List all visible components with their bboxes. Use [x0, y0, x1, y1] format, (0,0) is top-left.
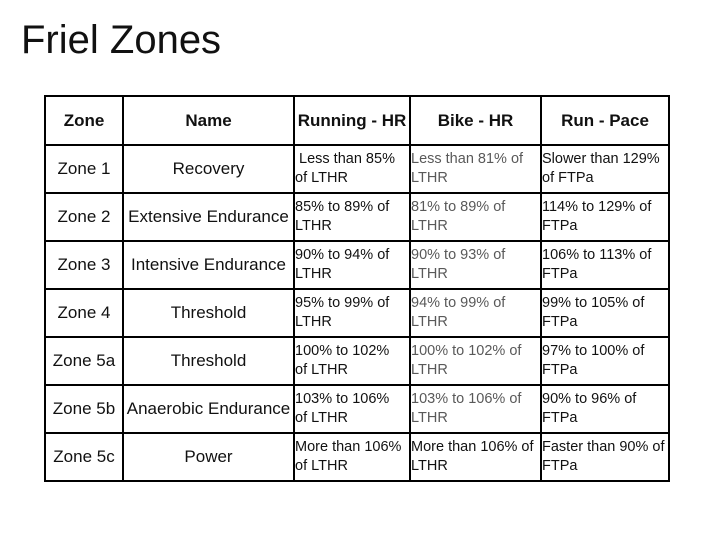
- table-row-zone-1: Zone 1 Recovery Less than 85% of LTHR Le…: [44, 144, 670, 194]
- cell-bike-hr: 94% to 99% of LTHR: [409, 288, 542, 338]
- cell-name: Recovery: [122, 144, 295, 194]
- cell-name: Anaerobic Endurance: [122, 384, 295, 434]
- cell-bike-hr: Less than 81% of LTHR: [409, 144, 542, 194]
- cell-bike-hr: 100% to 102% of LTHR: [409, 336, 542, 386]
- column-header-bike-hr: Bike - HR: [409, 95, 542, 146]
- table-row-zone-3: Zone 3 Intensive Endurance 90% to 94% of…: [44, 240, 670, 290]
- table-row-zone-4: Zone 4 Threshold 95% to 99% of LTHR 94% …: [44, 288, 670, 338]
- header-row: Zone Name Running - HR Bike - HR Run - P…: [44, 95, 670, 146]
- cell-run-pace: 99% to 105% of FTPa: [540, 288, 670, 338]
- cell-running-hr: More than 106% of LTHR: [293, 432, 411, 482]
- cell-bike-hr: 90% to 93% of LTHR: [409, 240, 542, 290]
- cell-zone: Zone 5b: [44, 384, 124, 434]
- cell-name: Intensive Endurance: [122, 240, 295, 290]
- cell-bike-hr: More than 106% of LTHR: [409, 432, 542, 482]
- table-row-zone-2: Zone 2 Extensive Endurance 85% to 89% of…: [44, 192, 670, 242]
- cell-zone: Zone 3: [44, 240, 124, 290]
- cell-run-pace: 114% to 129% of FTPa: [540, 192, 670, 242]
- table-row-zone-5c: Zone 5c Power More than 106% of LTHR Mor…: [44, 432, 670, 482]
- cell-zone: Zone 4: [44, 288, 124, 338]
- table-row-zone-5b: Zone 5b Anaerobic Endurance 103% to 106%…: [44, 384, 670, 434]
- cell-zone: Zone 5c: [44, 432, 124, 482]
- cell-run-pace: Faster than 90% of FTPa: [540, 432, 670, 482]
- cell-running-hr: 100% to 102% of LTHR: [293, 336, 411, 386]
- cell-zone: Zone 5a: [44, 336, 124, 386]
- cell-run-pace: 90% to 96% of FTPa: [540, 384, 670, 434]
- column-header-run-pace: Run - Pace: [540, 95, 670, 146]
- table-row-zone-5a: Zone 5a Threshold 100% to 102% of LTHR 1…: [44, 336, 670, 386]
- cell-bike-hr: 103% to 106% of LTHR: [409, 384, 542, 434]
- column-header-name: Name: [122, 95, 295, 146]
- cell-running-hr: Less than 85% of LTHR: [293, 144, 411, 194]
- cell-bike-hr: 81% to 89% of LTHR: [409, 192, 542, 242]
- cell-run-pace: 106% to 113% of FTPa: [540, 240, 670, 290]
- cell-name: Extensive Endurance: [122, 192, 295, 242]
- cell-run-pace: Slower than 129% of FTPa: [540, 144, 670, 194]
- slide-title: Friel Zones: [21, 18, 222, 62]
- cell-running-hr: 103% to 106% of LTHR: [293, 384, 411, 434]
- column-header-running-hr: Running - HR: [293, 95, 411, 146]
- cell-name: Threshold: [122, 288, 295, 338]
- cell-name: Power: [122, 432, 295, 482]
- cell-zone: Zone 1: [44, 144, 124, 194]
- cell-zone: Zone 2: [44, 192, 124, 242]
- column-header-zone: Zone: [44, 95, 124, 146]
- cell-running-hr: 85% to 89% of LTHR: [293, 192, 411, 242]
- cell-name: Threshold: [122, 336, 295, 386]
- friel-zones-table: Zone Name Running - HR Bike - HR Run - P…: [44, 95, 670, 482]
- cell-run-pace: 97% to 100% of FTPa: [540, 336, 670, 386]
- cell-running-hr: 95% to 99% of LTHR: [293, 288, 411, 338]
- cell-running-hr: 90% to 94% of LTHR: [293, 240, 411, 290]
